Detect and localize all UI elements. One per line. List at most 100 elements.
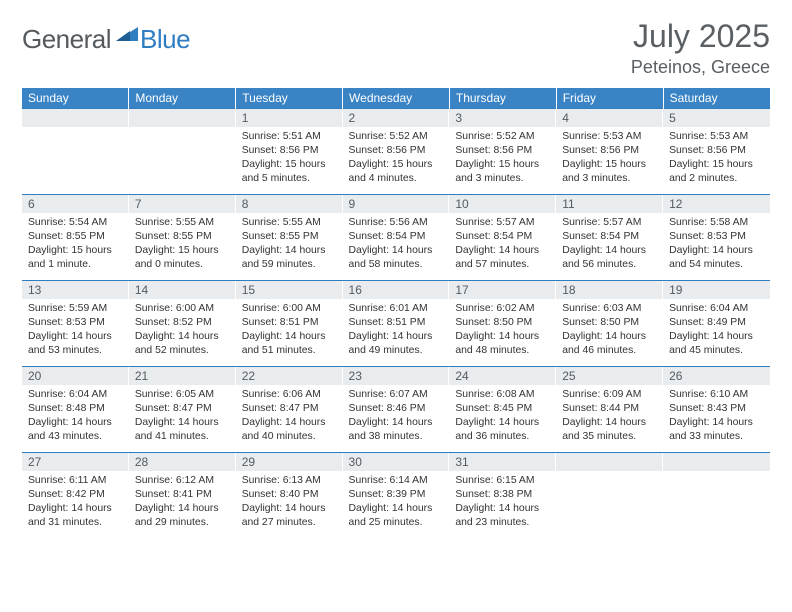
day-number: [663, 453, 770, 471]
day-line: Sunset: 8:53 PM: [669, 230, 764, 244]
day-body: Sunrise: 6:12 AMSunset: 8:41 PMDaylight:…: [129, 471, 236, 532]
day-line: Sunset: 8:47 PM: [242, 402, 337, 416]
brand-word-2: Blue: [140, 24, 190, 55]
week-row: 13Sunrise: 5:59 AMSunset: 8:53 PMDayligh…: [22, 281, 770, 367]
day-line: Sunset: 8:55 PM: [242, 230, 337, 244]
day-body: Sunrise: 5:57 AMSunset: 8:54 PMDaylight:…: [449, 213, 556, 274]
day-body: Sunrise: 6:05 AMSunset: 8:47 PMDaylight:…: [129, 385, 236, 446]
day-line: Daylight: 14 hours: [562, 330, 657, 344]
day-line: and 5 minutes.: [242, 172, 337, 186]
day-line: Sunset: 8:52 PM: [135, 316, 230, 330]
day-number: 10: [449, 195, 556, 213]
day-number: 24: [449, 367, 556, 385]
day-body: Sunrise: 6:00 AMSunset: 8:52 PMDaylight:…: [129, 299, 236, 360]
day-line: Daylight: 14 hours: [669, 244, 764, 258]
calendar-table: Sunday Monday Tuesday Wednesday Thursday…: [22, 88, 770, 539]
location-name: Peteinos, Greece: [631, 57, 770, 78]
day-number: 27: [22, 453, 129, 471]
day-line: Sunrise: 5:52 AM: [349, 130, 444, 144]
day-line: Sunset: 8:43 PM: [669, 402, 764, 416]
day-body: Sunrise: 5:51 AMSunset: 8:56 PMDaylight:…: [236, 127, 343, 188]
day-number: 14: [129, 281, 236, 299]
day-line: Sunset: 8:51 PM: [349, 316, 444, 330]
day-body: Sunrise: 6:10 AMSunset: 8:43 PMDaylight:…: [663, 385, 770, 446]
day-cell: 16Sunrise: 6:01 AMSunset: 8:51 PMDayligh…: [343, 281, 450, 367]
day-line: Sunrise: 6:08 AM: [455, 388, 550, 402]
day-cell: 21Sunrise: 6:05 AMSunset: 8:47 PMDayligh…: [129, 367, 236, 453]
day-cell: 24Sunrise: 6:08 AMSunset: 8:45 PMDayligh…: [449, 367, 556, 453]
day-line: Daylight: 14 hours: [135, 330, 230, 344]
day-body: Sunrise: 5:56 AMSunset: 8:54 PMDaylight:…: [343, 213, 450, 274]
day-line: and 3 minutes.: [455, 172, 550, 186]
day-number: [129, 109, 236, 127]
day-line: Daylight: 14 hours: [28, 330, 123, 344]
day-line: Daylight: 14 hours: [28, 416, 123, 430]
day-line: and 45 minutes.: [669, 344, 764, 358]
day-line: Sunrise: 5:57 AM: [562, 216, 657, 230]
day-cell: 12Sunrise: 5:58 AMSunset: 8:53 PMDayligh…: [663, 195, 770, 281]
day-line: Sunrise: 6:05 AM: [135, 388, 230, 402]
day-line: and 54 minutes.: [669, 258, 764, 272]
day-number: 25: [556, 367, 663, 385]
day-number: 18: [556, 281, 663, 299]
day-body: Sunrise: 6:04 AMSunset: 8:48 PMDaylight:…: [22, 385, 129, 446]
day-cell: 19Sunrise: 6:04 AMSunset: 8:49 PMDayligh…: [663, 281, 770, 367]
day-number: 21: [129, 367, 236, 385]
day-body: [663, 471, 770, 476]
day-number: 9: [343, 195, 450, 213]
day-number: 29: [236, 453, 343, 471]
day-line: and 36 minutes.: [455, 430, 550, 444]
day-body: Sunrise: 5:53 AMSunset: 8:56 PMDaylight:…: [556, 127, 663, 188]
day-header: Tuesday: [236, 88, 343, 109]
day-cell: 6Sunrise: 5:54 AMSunset: 8:55 PMDaylight…: [22, 195, 129, 281]
day-number: 16: [343, 281, 450, 299]
day-line: Sunset: 8:47 PM: [135, 402, 230, 416]
day-line: Sunset: 8:54 PM: [455, 230, 550, 244]
day-line: Sunrise: 5:55 AM: [242, 216, 337, 230]
day-cell: 18Sunrise: 6:03 AMSunset: 8:50 PMDayligh…: [556, 281, 663, 367]
day-cell: 13Sunrise: 5:59 AMSunset: 8:53 PMDayligh…: [22, 281, 129, 367]
day-body: Sunrise: 5:55 AMSunset: 8:55 PMDaylight:…: [236, 213, 343, 274]
day-line: and 40 minutes.: [242, 430, 337, 444]
day-line: Sunset: 8:51 PM: [242, 316, 337, 330]
day-number: 1: [236, 109, 343, 127]
day-cell: 2Sunrise: 5:52 AMSunset: 8:56 PMDaylight…: [343, 109, 450, 195]
day-line: Sunrise: 6:06 AM: [242, 388, 337, 402]
day-line: and 57 minutes.: [455, 258, 550, 272]
day-line: Sunrise: 6:14 AM: [349, 474, 444, 488]
day-line: Sunrise: 6:03 AM: [562, 302, 657, 316]
day-line: Sunrise: 5:54 AM: [28, 216, 123, 230]
day-number: 3: [449, 109, 556, 127]
day-header: Friday: [556, 88, 663, 109]
day-cell: 27Sunrise: 6:11 AMSunset: 8:42 PMDayligh…: [22, 453, 129, 539]
day-cell: 4Sunrise: 5:53 AMSunset: 8:56 PMDaylight…: [556, 109, 663, 195]
day-line: Sunrise: 6:09 AM: [562, 388, 657, 402]
day-body: Sunrise: 5:52 AMSunset: 8:56 PMDaylight:…: [449, 127, 556, 188]
day-line: Daylight: 15 hours: [562, 158, 657, 172]
day-line: Sunset: 8:38 PM: [455, 488, 550, 502]
day-cell: 22Sunrise: 6:06 AMSunset: 8:47 PMDayligh…: [236, 367, 343, 453]
day-line: Daylight: 14 hours: [455, 244, 550, 258]
day-line: Sunrise: 5:58 AM: [669, 216, 764, 230]
page-header: General Blue July 2025 Peteinos, Greece: [22, 18, 770, 78]
day-line: and 58 minutes.: [349, 258, 444, 272]
day-line: Daylight: 14 hours: [349, 416, 444, 430]
day-line: Daylight: 14 hours: [455, 416, 550, 430]
day-number: 4: [556, 109, 663, 127]
day-line: and 51 minutes.: [242, 344, 337, 358]
day-line: and 53 minutes.: [28, 344, 123, 358]
day-line: Daylight: 14 hours: [669, 330, 764, 344]
day-line: and 49 minutes.: [349, 344, 444, 358]
day-line: Daylight: 14 hours: [242, 244, 337, 258]
day-number: 5: [663, 109, 770, 127]
day-cell: 25Sunrise: 6:09 AMSunset: 8:44 PMDayligh…: [556, 367, 663, 453]
week-row: 6Sunrise: 5:54 AMSunset: 8:55 PMDaylight…: [22, 195, 770, 281]
day-header: Monday: [129, 88, 236, 109]
day-number: 7: [129, 195, 236, 213]
day-line: Daylight: 14 hours: [28, 502, 123, 516]
day-cell: 1Sunrise: 5:51 AMSunset: 8:56 PMDaylight…: [236, 109, 343, 195]
day-line: and 31 minutes.: [28, 516, 123, 530]
week-row: 27Sunrise: 6:11 AMSunset: 8:42 PMDayligh…: [22, 453, 770, 539]
day-line: and 35 minutes.: [562, 430, 657, 444]
day-line: Sunrise: 5:59 AM: [28, 302, 123, 316]
